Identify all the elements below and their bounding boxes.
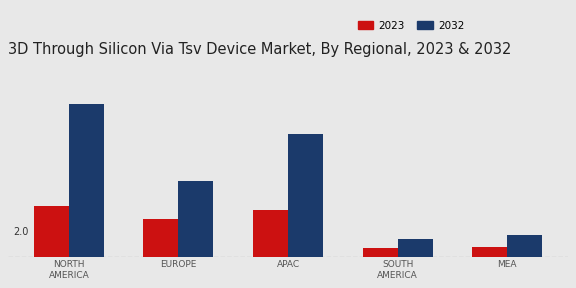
Text: 2.0: 2.0: [13, 227, 28, 237]
Bar: [472, 247, 507, 257]
Bar: [69, 104, 104, 257]
Bar: [179, 181, 214, 257]
Legend: 2023, 2032: 2023, 2032: [354, 17, 469, 35]
Bar: [253, 210, 288, 257]
Bar: [362, 248, 397, 257]
Bar: [288, 134, 323, 257]
Bar: [507, 235, 542, 257]
Bar: [397, 239, 433, 257]
Bar: [34, 206, 69, 257]
Bar: [143, 219, 179, 257]
Text: 3D Through Silicon Via Tsv Device Market, By Regional, 2023 & 2032: 3D Through Silicon Via Tsv Device Market…: [8, 42, 511, 57]
